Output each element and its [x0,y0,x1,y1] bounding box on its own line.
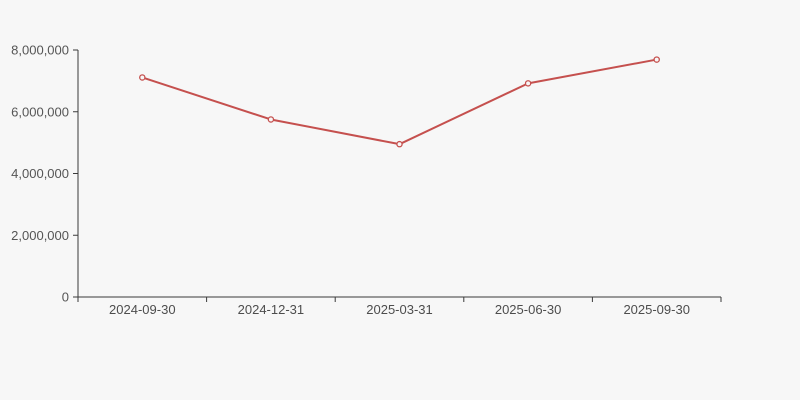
x-tick-label: 2025-09-30 [623,302,690,317]
y-tick-label: 6,000,000 [11,104,69,119]
data-point-marker [524,80,532,87]
y-tick-label: 0 [62,290,69,305]
data-point-marker [267,116,275,123]
x-tick-label: 2025-06-30 [495,302,562,317]
data-point-marker [396,140,403,148]
x-tick-label: 2024-09-30 [109,302,176,317]
y-tick-label: 2,000,000 [11,228,69,243]
x-tick-label: 2024-12-31 [238,302,305,317]
data-point-marker [139,74,146,81]
y-tick-label: 4,000,000 [11,166,69,181]
y-tick-label: 8,000,000 [11,43,69,58]
series-line [141,58,658,146]
data-point-marker [653,56,660,63]
x-tick-label: 2025-03-31 [366,302,433,317]
